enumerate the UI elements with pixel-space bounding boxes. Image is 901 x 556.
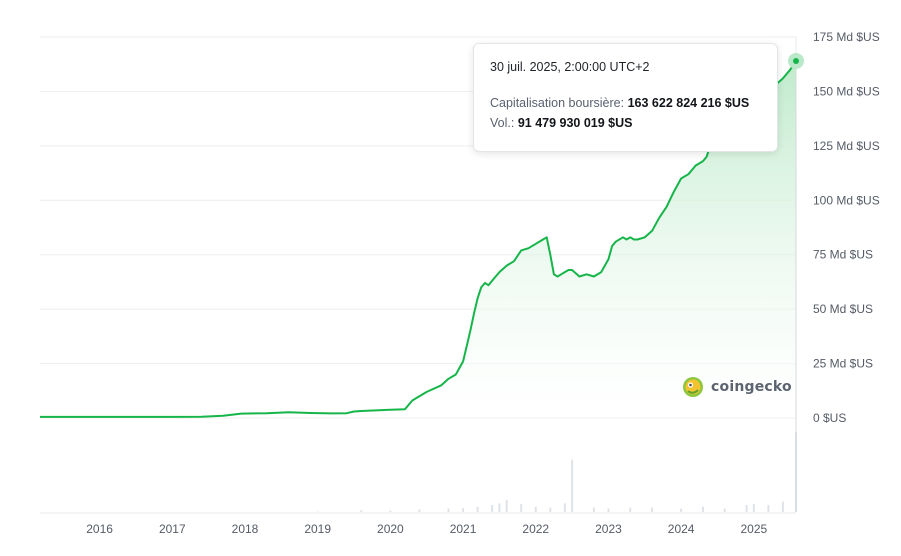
- cursor-point: [793, 57, 799, 64]
- market-cap-series: [40, 60, 797, 419]
- data-tooltip: 30 juil. 2025, 2:00:00 UTC+2 Capitalisat…: [473, 43, 778, 152]
- tooltip-market-cap-label: Capitalisation boursière:: [490, 96, 625, 110]
- y-tick-label: 100 Md $US: [813, 193, 880, 207]
- y-tick-label: 175 Md $US: [813, 30, 880, 44]
- market-cap-area: [40, 60, 796, 419]
- tooltip-volume-row: Vol.: 91 479 930 019 $US: [490, 116, 761, 130]
- y-tick-label: 75 Md $US: [813, 248, 873, 262]
- y-tick-label: 125 Md $US: [813, 139, 880, 153]
- y-tick-label: 150 Md $US: [813, 84, 880, 98]
- tooltip-date: 30 juil. 2025, 2:00:00 UTC+2: [490, 60, 650, 74]
- x-tick-label: 2017: [159, 522, 186, 536]
- tooltip-market-cap-value: 163 622 824 216 $US: [627, 96, 750, 110]
- gecko-logo-icon: [683, 377, 703, 397]
- volume-series: [243, 432, 797, 512]
- x-tick-label: 2016: [86, 522, 113, 536]
- hover-cursor: [788, 52, 804, 512]
- x-tick-label: 2025: [740, 522, 767, 536]
- y-tick-label: 50 Md $US: [813, 302, 873, 316]
- grid-lines: [40, 36, 797, 514]
- coingecko-watermark: coingecko: [682, 376, 792, 398]
- market-cap-line: [40, 60, 797, 418]
- x-tick-label: 2018: [232, 522, 259, 536]
- y-tick-label: 0 $US: [813, 411, 846, 425]
- x-axis: 2016 2017 2018 2019 2020 2021 2022 2023 2024 2025: [86, 522, 767, 536]
- x-tick-label: 2021: [450, 522, 477, 536]
- tooltip-volume-label: Vol.:: [490, 116, 515, 130]
- x-tick-label: 2022: [522, 522, 549, 536]
- tooltip-volume-value: 91 479 930 019 $US: [517, 116, 633, 130]
- brand-name: coingecko: [711, 379, 792, 395]
- x-tick-label: 2023: [595, 522, 622, 536]
- x-tick-label: 2020: [377, 522, 404, 536]
- tooltip-market-cap-row: Capitalisation boursière: 163 622 824 21…: [490, 96, 761, 110]
- y-tick-label: 25 Md $US: [813, 357, 873, 371]
- y-axis: 175 Md $US 150 Md $US 125 Md $US 100 Md $US…: [813, 30, 880, 425]
- x-tick-label: 2019: [304, 522, 331, 536]
- x-tick-label: 2024: [668, 522, 695, 536]
